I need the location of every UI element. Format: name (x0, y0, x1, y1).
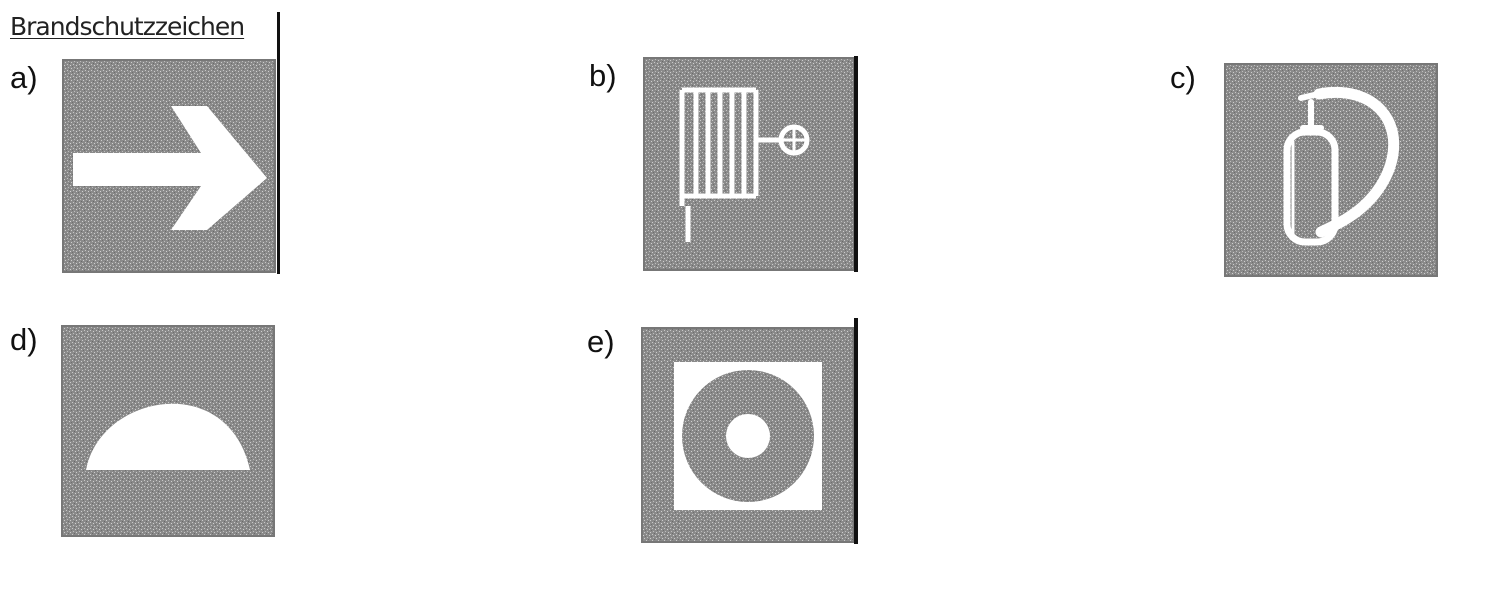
arrow-icon (61, 58, 279, 274)
sign-d (60, 324, 278, 540)
sign-a (61, 58, 279, 274)
sign-label-d: d) (10, 324, 38, 355)
sign-label-e: e) (587, 326, 615, 357)
fire-alarm-half-dome-icon (60, 324, 278, 540)
sign-b (642, 56, 860, 272)
fire-hose-ring-icon (640, 318, 860, 544)
fire-hose-reel-icon (642, 56, 860, 272)
sign-label-b: b) (589, 60, 617, 91)
sign-e (640, 318, 860, 544)
fire-extinguisher-icon (1223, 62, 1441, 278)
page-title: Brandschutzzeichen (10, 14, 244, 39)
sign-label-c: c) (1170, 62, 1196, 93)
sign-c (1223, 62, 1441, 278)
sign-label-a: a) (10, 62, 38, 93)
